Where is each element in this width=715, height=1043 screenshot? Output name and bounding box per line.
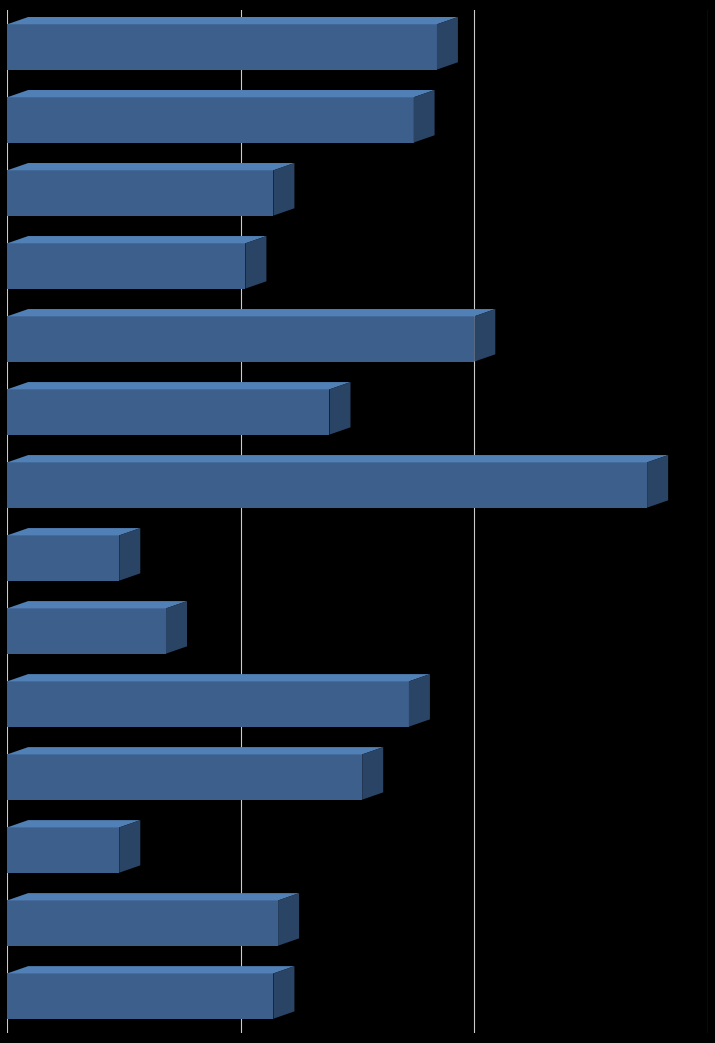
Polygon shape [273,966,295,1019]
Polygon shape [413,90,435,143]
Polygon shape [7,90,435,97]
Polygon shape [278,893,299,946]
Bar [7,681,409,727]
Bar [7,97,413,143]
Bar [7,24,437,70]
Polygon shape [363,747,383,800]
Polygon shape [7,236,267,243]
Bar [7,389,330,435]
Bar [7,827,119,873]
Polygon shape [7,163,295,170]
Polygon shape [409,674,430,727]
Polygon shape [245,236,267,289]
Polygon shape [7,528,140,535]
Bar [7,462,647,508]
Polygon shape [7,893,299,900]
Polygon shape [7,309,495,316]
Polygon shape [7,820,140,827]
Polygon shape [119,820,140,873]
Polygon shape [7,674,430,681]
Polygon shape [7,966,295,973]
Polygon shape [7,455,668,462]
Polygon shape [330,382,350,435]
Bar [7,754,363,800]
Bar [7,170,273,216]
Polygon shape [647,455,668,508]
Polygon shape [166,601,187,654]
Bar [7,900,278,946]
Polygon shape [7,601,187,608]
Bar [7,243,245,289]
Polygon shape [474,309,495,362]
Polygon shape [7,747,383,754]
Polygon shape [7,382,350,389]
Bar [7,973,273,1019]
Polygon shape [437,17,458,70]
Bar [7,608,166,654]
Polygon shape [7,17,458,24]
Polygon shape [119,528,140,581]
Bar [7,535,119,581]
Polygon shape [273,163,295,216]
Bar [7,316,474,362]
